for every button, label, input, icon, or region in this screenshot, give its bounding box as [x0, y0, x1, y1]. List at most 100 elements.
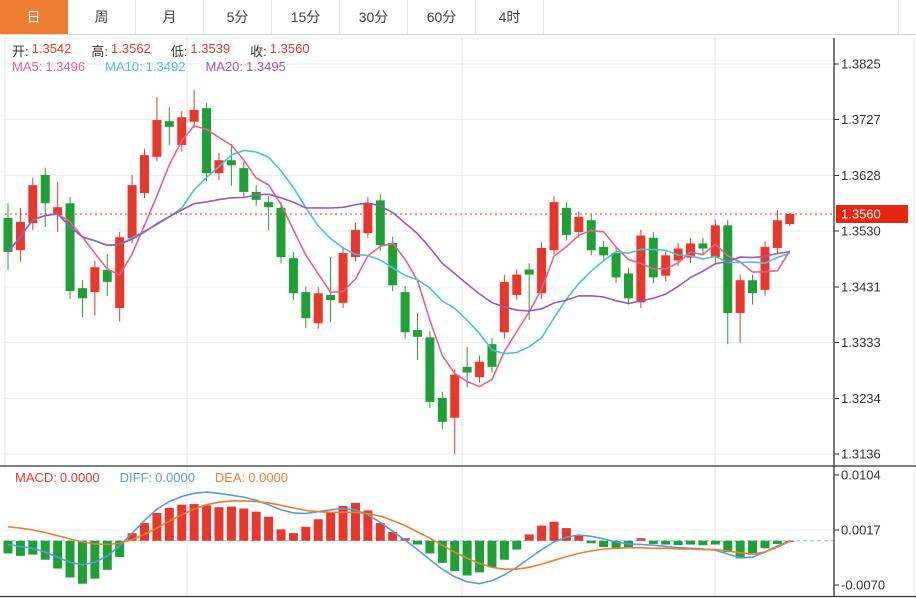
candle-body: [152, 120, 162, 157]
macd-bar: [40, 540, 50, 560]
macd-bar: [611, 540, 621, 549]
macd-bar: [524, 534, 534, 541]
macd-bar: [226, 506, 236, 541]
macd-bar: [189, 504, 199, 541]
macd-tick-label: 0.0017: [841, 523, 881, 538]
ma20-label: MA20:: [205, 59, 244, 74]
candle-body: [487, 344, 497, 367]
candle-body: [140, 155, 150, 194]
close-label: 收:: [250, 44, 267, 59]
ma5-label: MA5:: [12, 59, 43, 74]
high-label: 高:: [91, 44, 109, 59]
candle-body: [599, 246, 609, 256]
macd-legend: MACD: 0.0000 DIFF: 0.0000 DEA: 0.0000: [15, 470, 288, 485]
macd-tick-label: -0.0070: [841, 578, 885, 593]
candle-body: [189, 109, 199, 122]
macd-bar: [772, 540, 782, 544]
candle-body: [735, 280, 745, 314]
macd-bar: [475, 540, 485, 573]
price-tick-label: 1.3825: [841, 57, 881, 72]
candle-body: [512, 274, 522, 295]
ma10-label: MA10:: [105, 59, 143, 74]
price-tick-label: 1.3333: [841, 335, 881, 350]
macd-bar: [413, 540, 423, 545]
candle-body: [710, 225, 720, 258]
ma20-value: 1.3495: [246, 59, 286, 74]
macd-bar: [450, 540, 460, 572]
macd-bar: [599, 540, 609, 548]
candle-body: [350, 229, 360, 258]
macd-bar: [177, 504, 187, 541]
candle-body: [413, 330, 423, 337]
tab-timeframe-5[interactable]: 30分: [340, 0, 408, 34]
candle-body: [586, 220, 596, 251]
macd-bar: [338, 505, 348, 541]
candle-body: [226, 160, 236, 166]
candle-body: [77, 288, 87, 299]
tab-timeframe-3[interactable]: 5分: [204, 0, 272, 34]
candle-body: [400, 292, 410, 333]
macd-bar: [264, 516, 274, 541]
macd-bar: [698, 540, 708, 546]
macd-bar: [388, 531, 398, 541]
macd-bar: [202, 505, 212, 541]
macd-bar: [3, 540, 13, 554]
macd-bar: [288, 533, 298, 541]
dea-line: [7, 500, 791, 571]
candle-body: [164, 121, 174, 127]
candle-body: [425, 337, 435, 402]
tab-timeframe-2[interactable]: 月: [136, 0, 204, 34]
macd-bar: [363, 510, 373, 541]
macd-bar: [735, 540, 745, 559]
candle-body: [28, 185, 38, 224]
main-price-panel: 1.3825 1.3727 1.3628 1.3530 1.3431 1.3333 1.32…: [3, 37, 915, 596]
low-label: 低:: [170, 44, 188, 59]
timeframe-tabbar: 日周月 5分 15分 30分 60分 4时: [0, 0, 916, 35]
macd-bar: [549, 521, 559, 541]
macd-bar: [561, 528, 571, 541]
candle-body: [462, 366, 472, 373]
tab-timeframe-6[interactable]: 60分: [408, 0, 476, 34]
candle-body: [388, 242, 398, 286]
macd-bar: [574, 535, 584, 541]
macd-bar: [90, 540, 100, 579]
ma-legend: MA5: 1.3496 MA10: 1.3492 MA20: 1.3495: [12, 59, 286, 74]
close-value: 1.3560: [269, 41, 310, 56]
dea-value: 0.0000: [248, 470, 289, 485]
candle-body: [760, 246, 770, 290]
candle-body: [661, 255, 671, 276]
tab-timeframe-7[interactable]: 4时: [476, 0, 544, 34]
macd-bar: [77, 540, 87, 584]
macd-bar: [15, 540, 25, 556]
candle-body: [698, 243, 708, 249]
candle-body: [264, 202, 274, 208]
price-tick-label: 1.3727: [841, 112, 881, 127]
candle-body: [537, 247, 547, 294]
macd-bar: [152, 512, 162, 541]
macd-bar: [686, 540, 696, 545]
dea-label: DEA:: [214, 470, 246, 485]
candle-body: [90, 267, 100, 293]
open-label: 开:: [12, 44, 29, 59]
candle-body: [375, 200, 385, 246]
last-price-badge: [836, 205, 908, 223]
macd-bar: [512, 540, 522, 550]
price-tick-label: 1.3136: [841, 447, 881, 462]
macd-bar: [537, 525, 547, 541]
candle-body: [40, 174, 50, 204]
macd-bar: [499, 540, 509, 560]
candle-body: [338, 253, 348, 303]
candle-body: [549, 202, 559, 251]
low-value: 1.3539: [190, 41, 231, 56]
candle-body: [437, 397, 447, 422]
candle-body: [313, 293, 323, 324]
tab-timeframe-1[interactable]: 周: [68, 0, 136, 34]
candle-body: [276, 207, 286, 258]
candle-body: [288, 258, 298, 294]
tab-timeframe-4[interactable]: 15分: [272, 0, 340, 34]
macd-bar: [648, 540, 658, 544]
macd-bar: [239, 508, 249, 541]
tab-timeframe-0[interactable]: 日: [0, 0, 68, 34]
open-value: 1.3542: [31, 41, 72, 56]
